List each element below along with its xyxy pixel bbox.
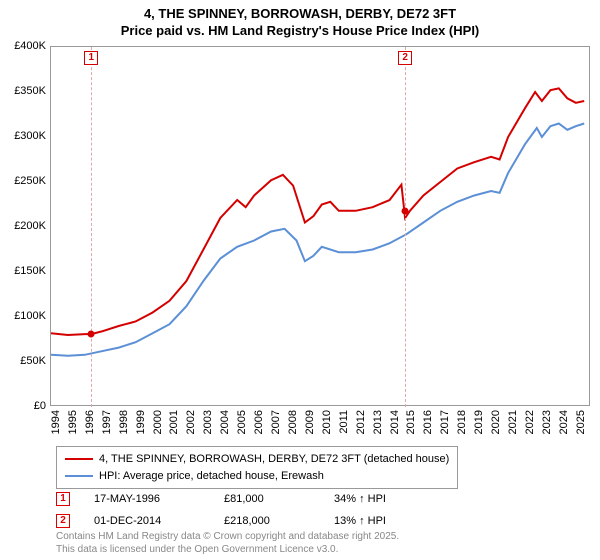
y-tick-label: £300K	[14, 130, 46, 142]
legend-swatch-hpi	[65, 475, 93, 477]
chart-svg	[51, 47, 591, 407]
y-tick-label: £250K	[14, 175, 46, 187]
x-tick-label: 2019	[473, 410, 485, 434]
x-tick-label: 2002	[185, 410, 197, 434]
marker-2-diff: 13% ↑ HPI	[334, 515, 386, 527]
x-tick-label: 2021	[507, 410, 519, 434]
footer-line-2: This data is licensed under the Open Gov…	[56, 544, 399, 557]
x-tick-label: 2010	[321, 410, 333, 434]
marker-1-date: 17-MAY-1996	[94, 493, 224, 505]
y-tick-label: £350K	[14, 85, 46, 97]
x-tick-label: 2003	[202, 410, 214, 434]
legend-label-property: 4, THE SPINNEY, BORROWASH, DERBY, DE72 3…	[99, 451, 449, 468]
marker-badge-on-chart: 2	[398, 51, 412, 65]
marker-badge-on-chart: 1	[84, 51, 98, 65]
marker-data-row-2: 2 01-DEC-2014 £218,000 13% ↑ HPI	[56, 514, 386, 528]
legend-swatch-property	[65, 458, 93, 460]
x-tick-label: 2023	[541, 410, 553, 434]
x-tick-label: 2012	[355, 410, 367, 434]
x-tick-label: 1996	[84, 410, 96, 434]
x-tick-label: 2015	[405, 410, 417, 434]
title-line-2: Price paid vs. HM Land Registry's House …	[0, 23, 600, 40]
x-tick-label: 1999	[135, 410, 147, 434]
y-tick-label: £200K	[14, 220, 46, 232]
legend-item-property: 4, THE SPINNEY, BORROWASH, DERBY, DE72 3…	[65, 451, 449, 468]
legend: 4, THE SPINNEY, BORROWASH, DERBY, DE72 3…	[56, 446, 458, 489]
marker-vline	[91, 47, 92, 407]
x-tick-label: 2006	[253, 410, 265, 434]
x-tick-label: 1995	[67, 410, 79, 434]
x-tick-label: 2017	[439, 410, 451, 434]
y-tick-label: £100K	[14, 310, 46, 322]
marker-2-date: 01-DEC-2014	[94, 515, 224, 527]
marker-data-row-1: 1 17-MAY-1996 £81,000 34% ↑ HPI	[56, 492, 386, 506]
y-tick-label: £50K	[20, 355, 46, 367]
x-tick-label: 2014	[389, 410, 401, 434]
y-tick-label: £0	[34, 400, 46, 412]
x-tick-label: 2016	[422, 410, 434, 434]
x-tick-label: 1997	[101, 410, 113, 434]
series-property-line	[51, 88, 584, 335]
chart-area: 12 £0£50K£100K£150K£200K£250K£300K£350K£…	[50, 46, 590, 406]
footer-line-1: Contains HM Land Registry data © Crown c…	[56, 531, 399, 544]
x-tick-label: 2025	[575, 410, 587, 434]
y-tick-label: £400K	[14, 40, 46, 52]
marker-badge-2: 2	[56, 514, 70, 528]
x-tick-label: 2000	[152, 410, 164, 434]
legend-item-hpi: HPI: Average price, detached house, Erew…	[65, 468, 449, 485]
marker-dot	[402, 207, 409, 214]
x-tick-label: 2004	[219, 410, 231, 434]
marker-1-price: £81,000	[224, 493, 334, 505]
marker-2-price: £218,000	[224, 515, 334, 527]
marker-vline	[405, 47, 406, 407]
x-tick-label: 2008	[287, 410, 299, 434]
x-tick-label: 2022	[524, 410, 536, 434]
series-hpi-line	[51, 124, 584, 356]
title-line-1: 4, THE SPINNEY, BORROWASH, DERBY, DE72 3…	[0, 6, 600, 23]
x-tick-label: 2011	[338, 410, 350, 434]
footer: Contains HM Land Registry data © Crown c…	[56, 531, 399, 556]
x-tick-label: 2013	[372, 410, 384, 434]
x-tick-label: 2018	[456, 410, 468, 434]
x-tick-label: 2005	[236, 410, 248, 434]
marker-1-diff: 34% ↑ HPI	[334, 493, 386, 505]
x-tick-label: 2020	[490, 410, 502, 434]
x-tick-label: 2007	[270, 410, 282, 434]
y-tick-label: £150K	[14, 265, 46, 277]
marker-dot	[88, 331, 95, 338]
chart-title: 4, THE SPINNEY, BORROWASH, DERBY, DE72 3…	[0, 0, 600, 40]
plot-region: 12	[50, 46, 590, 406]
x-tick-label: 2024	[558, 410, 570, 434]
x-tick-label: 2001	[168, 410, 180, 434]
legend-label-hpi: HPI: Average price, detached house, Erew…	[99, 468, 324, 485]
marker-badge-1: 1	[56, 492, 70, 506]
x-tick-label: 2009	[304, 410, 316, 434]
x-tick-label: 1994	[50, 410, 62, 434]
x-tick-label: 1998	[118, 410, 130, 434]
